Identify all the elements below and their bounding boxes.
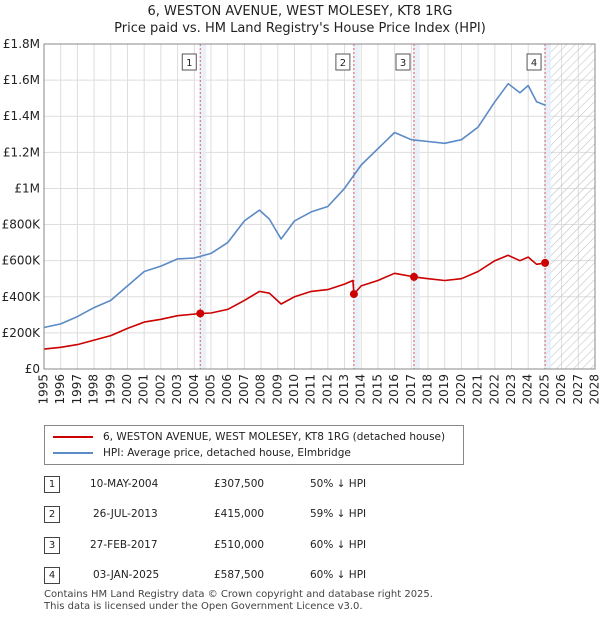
x-tick-label: 2008	[254, 374, 268, 405]
sale-point	[349, 290, 358, 299]
x-tick-label: 2000	[120, 374, 134, 405]
sale-marker-label: 1	[186, 58, 192, 69]
x-tick-label: 2002	[153, 374, 167, 405]
plot-area	[44, 44, 595, 369]
x-tick-label: 2024	[521, 374, 535, 405]
sale-marker-label: 2	[340, 58, 346, 69]
transaction-number: 2	[44, 506, 60, 523]
legend-swatch-price	[53, 436, 93, 438]
legend-item-hpi: HPI: Average price, detached house, Elmb…	[53, 445, 351, 461]
x-tick-label: 2009	[270, 374, 284, 405]
y-tick-label: £1.8M	[3, 37, 40, 51]
transaction-hpi: 60% ↓ HPI	[310, 539, 367, 551]
transaction-row: 3 27-FEB-2017 £510,000 60% ↓ HPI	[44, 536, 444, 556]
transaction-hpi: 50% ↓ HPI	[310, 478, 367, 490]
x-tick-label: 2027	[571, 374, 585, 405]
transaction-row: 4 03-JAN-2025 £587,500 60% ↓ HPI	[44, 566, 444, 586]
x-tick-label: 2025	[537, 374, 551, 405]
x-tick-label: 2028	[588, 374, 600, 405]
legend-label-hpi: HPI: Average price, detached house, Elmb…	[103, 447, 351, 459]
transaction-hpi: 60% ↓ HPI	[310, 569, 367, 581]
transaction-price: £415,000	[214, 508, 265, 520]
y-tick-label: £0	[25, 362, 40, 376]
sale-marker-box	[395, 53, 411, 71]
legend-label-price: 6, WESTON AVENUE, WEST MOLESEY, KT8 1RG …	[103, 431, 446, 443]
x-tick-label: 2018	[421, 374, 435, 405]
hpi-line	[43, 82, 546, 329]
transaction-price: £587,500	[214, 569, 265, 581]
sale-point	[541, 258, 550, 267]
x-tick-label: 2017	[404, 374, 418, 405]
x-tick-label: 2019	[437, 374, 451, 405]
x-tick-label: 2010	[287, 374, 301, 405]
footer-licence: This data is licensed under the Open Gov…	[44, 601, 363, 612]
x-tick-label: 2005	[203, 374, 217, 405]
x-tick-label: 1999	[103, 374, 117, 405]
sale-point	[196, 309, 205, 318]
sale-marker-label: 4	[531, 58, 537, 69]
transaction-date: 03-JAN-2025	[93, 569, 160, 581]
x-tick-label: 1995	[37, 374, 51, 405]
sale-band	[199, 44, 207, 369]
y-tick-label: £1.2M	[3, 145, 40, 159]
x-tick-label: 2007	[237, 374, 251, 405]
x-tick-label: 1996	[53, 374, 67, 405]
x-tick-label: 2022	[487, 374, 501, 405]
transaction-price: £510,000	[214, 539, 265, 551]
chart-title-line2: Price paid vs. HM Land Registry's House …	[114, 21, 486, 36]
sale-marker-box	[526, 53, 542, 71]
transaction-row: 2 26-JUL-2013 £415,000 59% ↓ HPI	[44, 505, 444, 525]
x-tick-label: 1997	[70, 374, 84, 405]
x-tick-label: 2014	[354, 374, 368, 405]
price-chart: 6, WESTON AVENUE, WEST MOLESEY, KT8 1RG …	[2, 4, 600, 405]
forecast-region	[545, 44, 595, 369]
x-tick-label: 2003	[170, 374, 184, 405]
transaction-number: 1	[44, 476, 60, 493]
x-tick-label: 2015	[370, 374, 384, 405]
x-tick-label: 2020	[454, 374, 468, 405]
sale-band	[413, 44, 420, 369]
transaction-date: 27-FEB-2017	[90, 539, 158, 551]
x-tick-label: 2023	[504, 374, 518, 405]
legend-swatch-hpi	[53, 452, 93, 454]
sale-point	[410, 272, 419, 281]
chart-title-line1: 6, WESTON AVENUE, WEST MOLESEY, KT8 1RG	[148, 4, 453, 19]
y-tick-label: £800K	[2, 218, 42, 232]
transaction-date: 10-MAY-2004	[90, 478, 159, 490]
footer: Contains HM Land Registry data © Crown c…	[44, 589, 433, 613]
transaction-row: 1 10-MAY-2004 £307,500 50% ↓ HPI	[44, 475, 444, 495]
sale-marker-box	[335, 53, 351, 71]
x-tick-label: 2011	[304, 374, 318, 405]
x-tick-label: 2013	[337, 374, 351, 405]
x-tick-label: 2012	[320, 374, 334, 405]
x-tick-label: 1998	[87, 374, 101, 405]
y-tick-label: £200K	[2, 326, 42, 340]
x-tick-label: 2021	[471, 374, 485, 405]
plot-border	[43, 43, 596, 370]
y-tick-label: £400K	[2, 290, 42, 304]
legend-item-price: 6, WESTON AVENUE, WEST MOLESEY, KT8 1RG …	[53, 429, 445, 445]
legend: 6, WESTON AVENUE, WEST MOLESEY, KT8 1RG …	[44, 425, 464, 465]
sale-marker-box	[181, 53, 197, 71]
sale-band	[544, 44, 551, 369]
transaction-number: 4	[44, 567, 60, 584]
x-tick-label: 2004	[187, 374, 201, 405]
transaction-price: £307,500	[214, 478, 265, 490]
sale-band	[352, 44, 360, 369]
transaction-date: 26-JUL-2013	[93, 508, 158, 520]
sale-marker-label: 3	[400, 58, 406, 69]
transaction-hpi: 59% ↓ HPI	[310, 508, 367, 520]
y-tick-label: £1M	[14, 181, 40, 195]
price-paid-line	[43, 254, 546, 350]
x-tick-label: 2001	[137, 374, 151, 405]
transaction-number: 3	[44, 537, 60, 554]
footer-copyright: Contains HM Land Registry data © Crown c…	[44, 589, 433, 600]
y-tick-label: £1.4M	[3, 109, 40, 123]
x-tick-label: 2026	[554, 374, 568, 405]
x-tick-label: 2006	[220, 374, 234, 405]
x-tick-label: 2016	[387, 374, 401, 405]
y-tick-label: £600K	[2, 254, 42, 268]
y-tick-label: £1.6M	[3, 73, 40, 87]
